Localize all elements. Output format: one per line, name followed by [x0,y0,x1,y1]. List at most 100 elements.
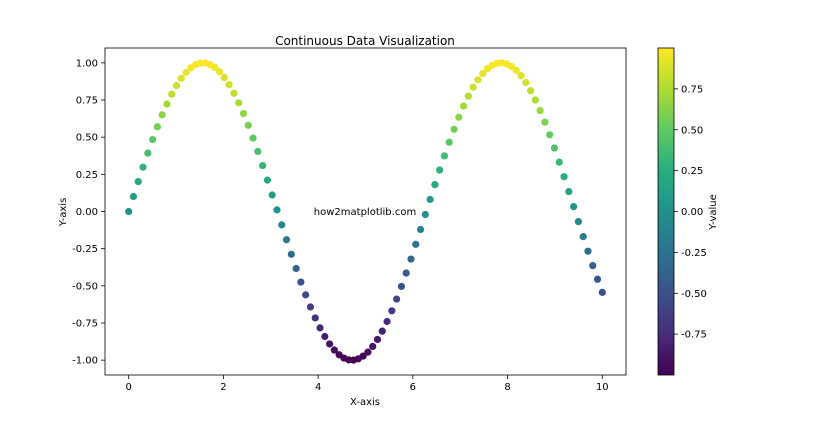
data-point [397,282,406,291]
data-point [550,144,559,152]
x-tick-label: 6 [410,382,416,393]
data-point [297,278,305,286]
data-point [598,288,606,296]
data-point [316,324,324,332]
x-tick-label: 0 [125,382,131,393]
data-point [129,192,138,201]
data-point [469,83,477,91]
data-point [244,121,252,129]
data-point [325,340,334,348]
data-point [412,240,420,248]
data-point [584,247,592,255]
data-point [541,118,549,126]
data-point [440,152,449,160]
data-point [517,72,525,80]
colorbar-tick-label: 0.50 [681,125,703,136]
data-point [168,90,176,98]
data-point [125,207,133,216]
x-axis-ticks: 0 2 4 6 8 10 [125,375,609,393]
data-point [230,89,238,97]
x-tick-label: 2 [220,382,226,393]
y-tick-label: 0.00 [76,207,98,218]
y-tick-label: 0.25 [76,170,98,181]
data-point [158,111,166,119]
data-point [282,236,291,244]
data-point [526,87,535,95]
x-axis-title: X-axis [350,397,380,408]
data-point [593,275,602,283]
data-point [215,68,224,76]
data-point [153,123,161,131]
colorbar-tick-label: -0.75 [681,330,707,341]
data-point [273,206,281,214]
data-point [211,63,219,71]
data-point [278,221,286,229]
data-point [163,100,171,108]
data-point [144,149,152,157]
data-point [426,195,434,204]
data-point [139,163,147,171]
data-point [254,147,262,156]
y-tick-label: -0.50 [72,281,98,292]
colorbar-tick-label: 0.75 [681,84,703,95]
data-point [522,78,530,87]
data-point [402,269,410,277]
data-point [421,210,429,219]
data-point [579,233,587,241]
colorbar [657,47,675,376]
data-point [407,255,415,263]
data-point [177,74,185,82]
y-axis-title: Y-axis [58,198,69,228]
data-point [249,134,257,142]
data-point [479,69,487,78]
colorbar-tick-label: 0.00 [681,207,703,218]
data-point [474,76,482,84]
data-point [220,73,228,82]
data-point [378,327,386,335]
data-point [507,62,516,71]
data-point [369,342,377,351]
chart-title: Continuous Data Visualization [275,34,455,48]
data-point [292,264,300,273]
data-point [464,92,472,100]
y-axis-ticks: -1.00 -0.75 -0.50 -0.25 0.00 0.25 0.50 0.75 1.00 [72,58,105,367]
data-point [512,66,520,74]
data-point [306,303,315,311]
data-point [263,176,272,184]
data-point [574,218,582,226]
data-point [450,125,458,133]
data-point [182,68,190,76]
data-point [546,131,554,139]
data-point [359,352,367,360]
data-point [416,225,425,234]
colorbar-tick-label: -0.50 [681,289,707,300]
data-point [321,332,329,341]
data-point [287,250,295,258]
y-tick-label: -0.25 [72,244,98,255]
data-point [393,295,401,303]
x-tick-label: 10 [596,382,609,393]
data-point [364,348,372,356]
data-point [536,106,544,115]
data-point [589,262,597,270]
x-tick-label: 4 [315,382,321,393]
data-point [570,202,578,211]
data-point [239,109,248,118]
data-point [302,291,310,299]
y-tick-label: -1.00 [72,356,98,367]
data-point [565,187,573,196]
data-point [134,178,142,186]
data-point [235,99,243,107]
data-point [149,135,157,144]
data-point [373,335,382,344]
data-point [330,346,338,354]
data-point [431,180,439,189]
data-point [311,314,319,322]
data-point [268,191,276,199]
data-point [383,317,391,326]
y-tick-label: 1.00 [76,58,98,69]
data-point [531,96,539,104]
y-tick-label: -0.75 [72,318,98,329]
